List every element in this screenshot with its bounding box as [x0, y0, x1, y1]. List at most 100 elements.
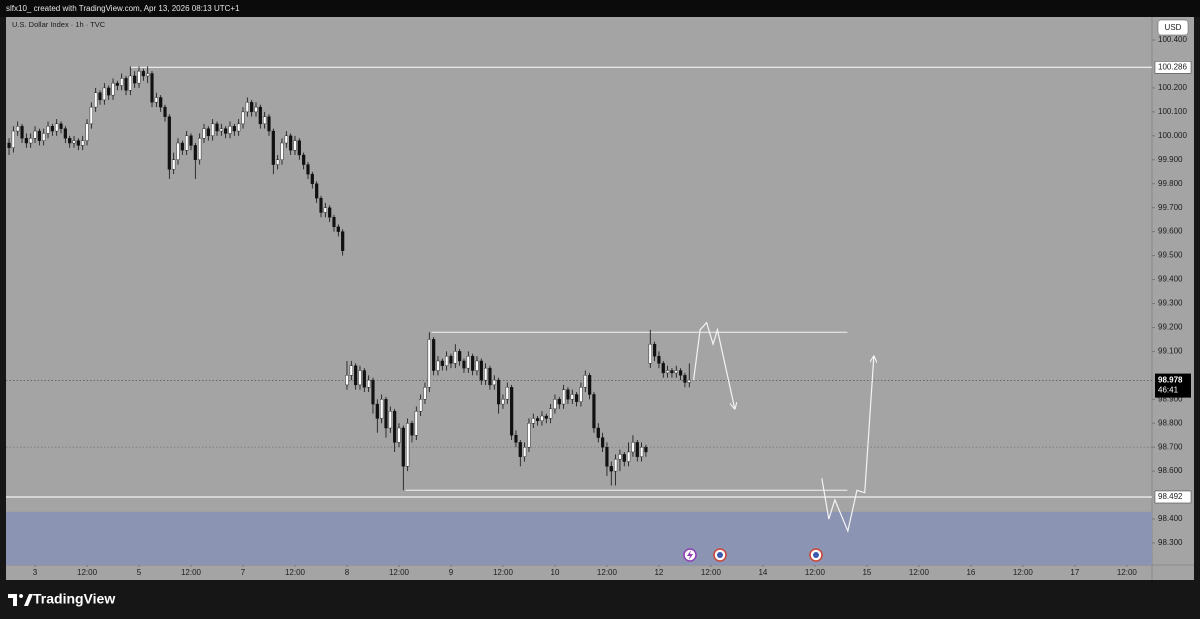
candle-body [297, 140, 301, 156]
candle-body [37, 130, 41, 141]
brand: TradingView [33, 591, 115, 607]
x-tick-label: 12:00 [493, 568, 514, 577]
candle-body [354, 365, 358, 386]
candle-body [332, 217, 336, 228]
x-tick-label: 3 [33, 568, 38, 577]
candle-body [674, 370, 678, 374]
x-tick-label: 12:00 [1117, 568, 1138, 577]
price-level-label: 100.286 [1158, 62, 1187, 71]
candle-body [601, 437, 605, 448]
candle-body [271, 130, 275, 165]
candle-body [128, 75, 132, 91]
candle-body [55, 123, 59, 132]
candle-body [284, 135, 288, 144]
candle-body [315, 183, 319, 199]
x-tick-label: 14 [758, 568, 767, 577]
candle-body [211, 123, 215, 137]
candle-body [198, 138, 202, 160]
y-tick-label: 100.100 [1158, 107, 1187, 116]
x-tick-label: 12:00 [805, 568, 826, 577]
y-tick-label: 98.700 [1158, 442, 1183, 451]
candle-body [172, 159, 176, 170]
candle-body [228, 126, 232, 134]
y-tick-label: 99.600 [1158, 227, 1183, 236]
candle-body [276, 159, 280, 165]
candle-body [440, 360, 444, 366]
candle-body [111, 82, 115, 96]
candle-body [258, 106, 262, 125]
candle-body [627, 451, 631, 462]
candle-body [167, 116, 171, 170]
candle-body [618, 454, 622, 460]
candle-body [11, 130, 15, 149]
candle-body [159, 97, 163, 108]
candle-body [289, 135, 293, 151]
currency-button[interactable] [1157, 19, 1189, 36]
candle-body [219, 128, 223, 132]
candle-body [523, 446, 527, 457]
candle-body [536, 418, 540, 422]
candle-body [661, 363, 665, 374]
candle-body [466, 355, 470, 369]
header-bar [0, 0, 1200, 17]
chart-panel [6, 17, 1194, 580]
candle-body [141, 70, 145, 77]
candle-body [358, 370, 362, 386]
candle-body [81, 140, 85, 146]
candle-body [302, 154, 306, 165]
candle-body [50, 126, 54, 132]
candle-body [622, 454, 626, 462]
y-tick-label: 98.800 [1158, 418, 1183, 427]
candle-body [544, 415, 548, 419]
candle-body [453, 351, 457, 364]
countdown: 46:41 [1158, 386, 1179, 395]
candle-body [393, 411, 397, 443]
candle-body [16, 126, 20, 132]
candle-body [678, 370, 683, 376]
candle-body [414, 411, 418, 436]
candle-body [631, 442, 635, 453]
candle-body [107, 87, 111, 96]
candle-body [471, 355, 475, 371]
y-tick-label: 99.200 [1158, 323, 1183, 332]
x-tick-label: 16 [966, 568, 975, 577]
y-tick-label: 98.900 [1158, 394, 1183, 403]
candle-body [531, 418, 535, 424]
candle-body [362, 370, 366, 388]
candle-body [549, 408, 553, 419]
candle-body [388, 411, 392, 429]
x-tick-label: 15 [862, 568, 871, 577]
x-tick-label: 12:00 [77, 568, 98, 577]
candle-body [319, 197, 323, 213]
candle-body [592, 394, 596, 429]
x-tick-label: 5 [137, 568, 142, 577]
candle-body [397, 427, 401, 443]
plot [6, 66, 1152, 565]
projection-path [821, 356, 874, 533]
x-tick-label: 8 [345, 568, 350, 577]
y-tick-label: 100.200 [1158, 83, 1187, 92]
event-icons [683, 548, 823, 562]
candle-body [232, 126, 236, 132]
candle-body [306, 164, 310, 175]
x-tick-label: 12:00 [1013, 568, 1034, 577]
candle-body [635, 442, 639, 457]
candle-body [345, 375, 349, 386]
candle-body [180, 142, 184, 151]
candle-body [553, 399, 557, 410]
candle-body [137, 70, 141, 84]
candle-body [146, 73, 150, 77]
price-level-tag [1154, 61, 1192, 74]
x-tick-label: 12:00 [909, 568, 930, 577]
event-icon-glyph [687, 550, 693, 560]
candle-body [427, 339, 431, 388]
candle-body [206, 128, 210, 137]
candle-body [497, 379, 501, 405]
candle-body [380, 399, 384, 419]
candle-body [575, 394, 579, 402]
candle-body [42, 133, 46, 141]
candle-body [570, 394, 574, 400]
candle-body [670, 370, 674, 374]
candle-body [263, 116, 267, 125]
candle-body [518, 442, 522, 457]
